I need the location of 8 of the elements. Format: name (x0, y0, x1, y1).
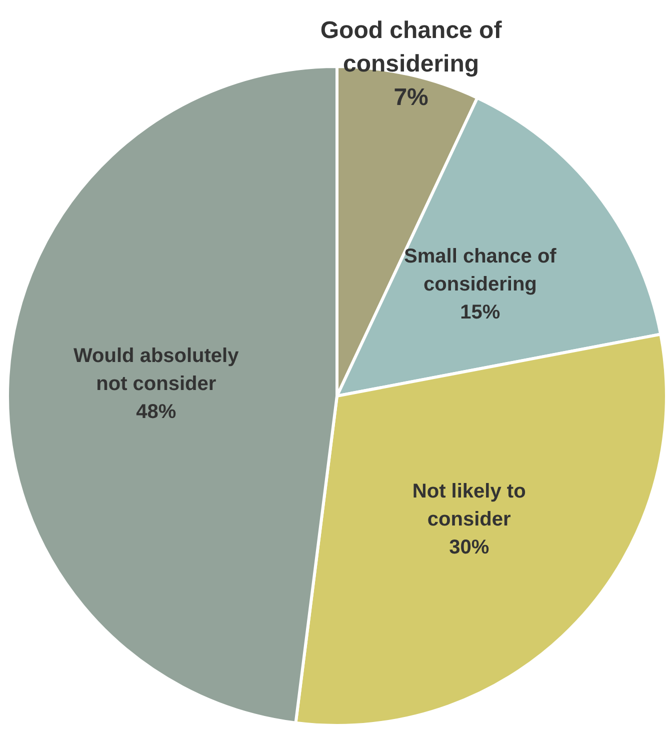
slice-label: Good chance of considering (320, 16, 503, 78)
slice-label: Would absolutely not consider (74, 345, 240, 396)
data-label: 7% (394, 84, 428, 112)
data-label: 48% (136, 401, 176, 424)
slice-label: Small chance of considering (404, 245, 557, 296)
data-label: 15% (460, 301, 500, 324)
data-label: 30% (449, 536, 490, 559)
slice-label: Not likely to consider (412, 480, 526, 531)
